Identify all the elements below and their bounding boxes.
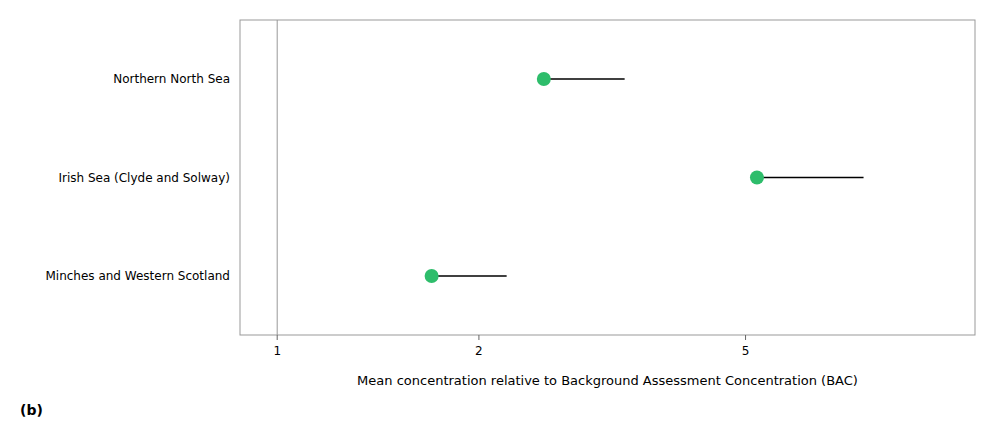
- x-tick: [478, 335, 479, 340]
- y-axis: Minches and Western Scotland Irish Sea (C…: [45, 72, 230, 283]
- chart-container: 1 2 5 Minches and Western Scotland Irish Sea…: [0, 0, 1000, 430]
- x-tick: [745, 335, 746, 340]
- reference-line: [277, 20, 278, 335]
- category-label: Irish Sea (Clyde and Solway): [58, 171, 230, 185]
- plot-area: [277, 20, 863, 335]
- plot-frame: [240, 20, 975, 335]
- category-label: Minches and Western Scotland: [45, 269, 230, 283]
- x-axis-label: Mean concentration relative to Backgroun…: [357, 373, 858, 388]
- dot: [750, 171, 764, 185]
- chart-svg: 1 2 5 Minches and Western Scotland Irish Sea…: [0, 0, 1000, 430]
- panel-label: (b): [20, 402, 43, 418]
- x-axis: 1 2 5: [273, 335, 749, 358]
- range-line: [757, 177, 864, 179]
- x-tick: [277, 335, 278, 340]
- category-label: Northern North Sea: [113, 72, 230, 86]
- range-line: [432, 275, 507, 277]
- x-tick-label: 1: [273, 344, 281, 358]
- dot: [425, 269, 439, 283]
- dot: [537, 72, 551, 86]
- x-tick-label: 5: [742, 344, 750, 358]
- range-line: [544, 78, 625, 80]
- x-tick-label: 2: [475, 344, 483, 358]
